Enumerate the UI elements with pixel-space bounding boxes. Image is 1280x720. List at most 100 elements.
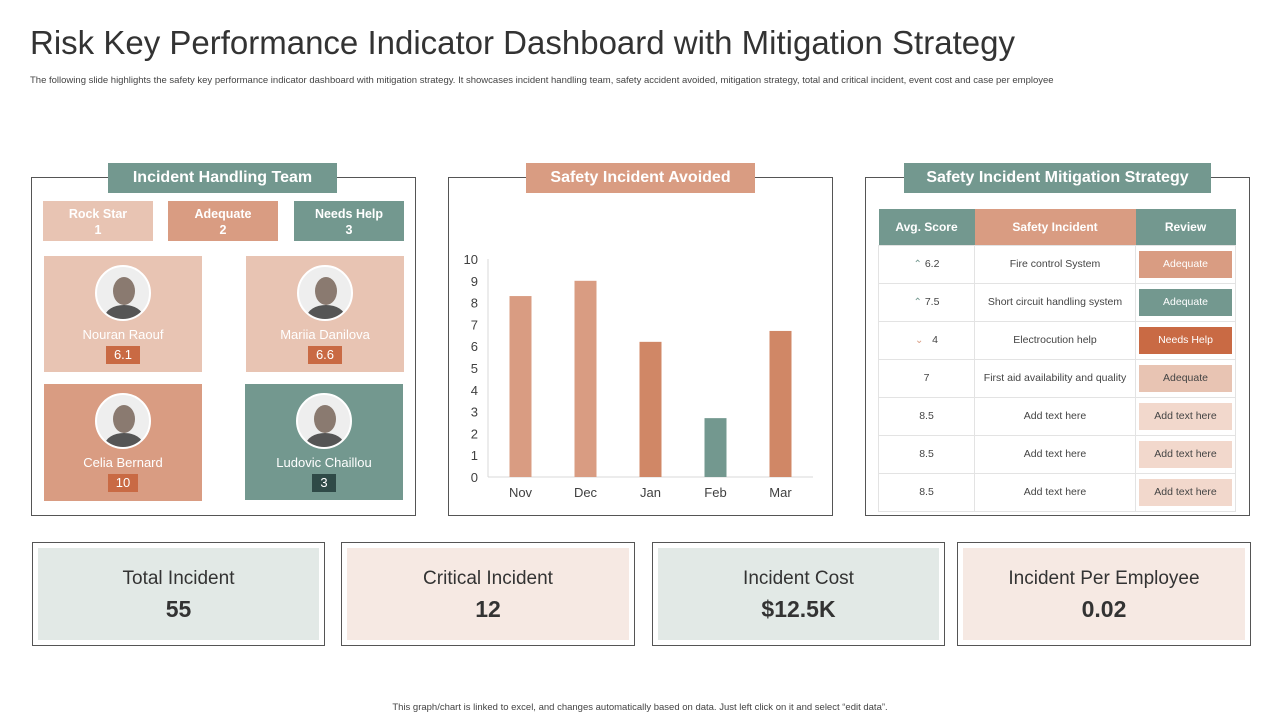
review-cell: Adequate: [1135, 244, 1236, 284]
kpi-incident-cost: Incident Cost $12.5K: [652, 542, 945, 646]
kpi-label: Critical Incident: [423, 568, 553, 589]
avatar: [95, 265, 151, 321]
mitigation-table: Avg. Score Safety Incident Review ⌃ 6.2 …: [878, 209, 1236, 512]
avg-score-cell: 8.5: [878, 396, 975, 436]
bar-nov: [509, 296, 532, 477]
incident-cell: Electrocution help: [974, 320, 1136, 360]
kpi-label: Total Incident: [122, 568, 235, 589]
avg-score: 7: [923, 372, 930, 384]
incident-cell: Short circuit handling system: [974, 282, 1136, 322]
bar-mar: [769, 330, 792, 477]
review-cell: Add text here: [1135, 396, 1236, 436]
avg-score-cell: ⌄ 4: [878, 320, 975, 360]
incident-cell: Add text here: [974, 472, 1136, 512]
y-tick-label: 5: [471, 361, 478, 376]
kpi-value: 0.02: [1081, 596, 1127, 622]
table-row: 7 First aid availability and quality Ade…: [878, 358, 1236, 398]
member-score: 3: [312, 474, 336, 492]
avg-score-cell: 8.5: [878, 472, 975, 512]
incident-cell: First aid availability and quality: [974, 358, 1136, 398]
x-tick-label: Dec: [574, 485, 598, 500]
team-panel-title: Incident Handling Team: [108, 163, 337, 193]
y-tick-label: 10: [464, 252, 478, 267]
y-tick-label: 4: [471, 383, 478, 398]
stat-label: Rock Star: [68, 207, 128, 221]
bar-feb: [704, 418, 727, 477]
y-tick-label: 7: [471, 317, 478, 332]
member-card: Ludovic Chaillou 3: [245, 384, 403, 500]
avg-score: 8.5: [919, 448, 934, 460]
review-cell: Adequate: [1135, 282, 1236, 322]
incident-cell: Fire control System: [974, 244, 1136, 284]
member-score: 6.1: [105, 346, 141, 364]
avatar: [95, 393, 151, 449]
stat-label: Needs Help: [314, 207, 384, 221]
header-review: Review: [1135, 209, 1236, 245]
stat-adequate: Adequate 2: [168, 201, 278, 241]
avg-score: 4: [932, 334, 938, 346]
mitigation-panel-title: Safety Incident Mitigation Strategy: [904, 163, 1211, 193]
review-cell: Adequate: [1135, 358, 1236, 398]
y-tick-label: 1: [471, 448, 478, 463]
avg-score: 7.5: [924, 296, 940, 308]
y-tick-label: 8: [471, 296, 478, 311]
review-badge: Add text here: [1139, 478, 1232, 506]
chart-panel-title: Safety Incident Avoided: [526, 163, 755, 193]
table-row: 8.5 Add text here Add text here: [878, 472, 1236, 512]
member-name: Celia Bernard: [83, 455, 163, 470]
avg-score: 8.5: [919, 486, 934, 498]
incident-cell: Add text here: [974, 434, 1136, 474]
y-tick-label: 3: [471, 405, 478, 420]
stat-value: 2: [219, 223, 227, 237]
table-row: 8.5 Add text here Add text here: [878, 434, 1236, 474]
avg-score-cell: 7: [878, 358, 975, 398]
x-tick-label: Feb: [704, 485, 726, 500]
member-card: Nouran Raouf 6.1: [44, 256, 202, 372]
member-name: Nouran Raouf: [82, 327, 164, 342]
review-badge: Add text here: [1139, 402, 1232, 430]
stat-needs-help: Needs Help 3: [294, 201, 404, 241]
avg-score: 8.5: [919, 410, 934, 422]
kpi-label: Incident Per Employee: [1008, 568, 1200, 589]
stat-label: Adequate: [194, 207, 252, 221]
trend-up-icon: ⌃: [913, 297, 922, 308]
table-row: ⌃ 7.5 Short circuit handling system Adeq…: [878, 282, 1236, 322]
page-subtitle: The following slide highlights the safet…: [30, 75, 1054, 86]
avg-score-cell: ⌃ 6.2: [878, 244, 975, 284]
table-row: 8.5 Add text here Add text here: [878, 396, 1236, 436]
kpi-value: 12: [475, 596, 501, 622]
trend-up-icon: ⌃: [913, 259, 922, 270]
kpi-value: $12.5K: [761, 596, 836, 622]
avg-score: 6.2: [924, 258, 940, 270]
member-score: 6.6: [307, 346, 343, 364]
avatar: [297, 265, 353, 321]
review-cell: Needs Help: [1135, 320, 1236, 360]
kpi-total-incident: Total Incident 55: [32, 542, 325, 646]
page-title: Risk Key Performance Indicator Dashboard…: [30, 24, 1015, 61]
table-row: ⌄ 4 Electrocution help Needs Help: [878, 320, 1236, 360]
x-tick-label: Nov: [509, 485, 533, 500]
y-tick-label: 6: [471, 339, 478, 354]
footer-note: This graph/chart is linked to excel, and…: [392, 702, 888, 713]
stat-value: 1: [94, 223, 102, 237]
x-tick-label: Mar: [769, 485, 792, 500]
kpi-critical-incident: Critical Incident 12: [341, 542, 635, 646]
member-score: 10: [107, 474, 139, 492]
kpi-value: 55: [165, 596, 192, 622]
bar-dec: [574, 280, 597, 477]
table-row: ⌃ 6.2 Fire control System Adequate: [878, 244, 1236, 284]
y-tick-label: 2: [471, 426, 478, 441]
review-badge: Needs Help: [1139, 326, 1232, 354]
incident-cell: Add text here: [974, 396, 1136, 436]
stat-value: 3: [345, 223, 353, 237]
y-tick-label: 0: [471, 470, 478, 485]
stat-rock-star: Rock Star 1: [43, 201, 153, 241]
avg-score-cell: 8.5: [878, 434, 975, 474]
x-tick-label: Jan: [640, 485, 661, 500]
member-card: Celia Bernard 10: [44, 384, 202, 501]
avg-score-cell: ⌃ 7.5: [878, 282, 975, 322]
avatar: [296, 393, 352, 449]
review-badge: Adequate: [1139, 288, 1232, 316]
trend-down-icon: ⌄: [915, 335, 924, 346]
kpi-label: Incident Cost: [743, 568, 854, 589]
